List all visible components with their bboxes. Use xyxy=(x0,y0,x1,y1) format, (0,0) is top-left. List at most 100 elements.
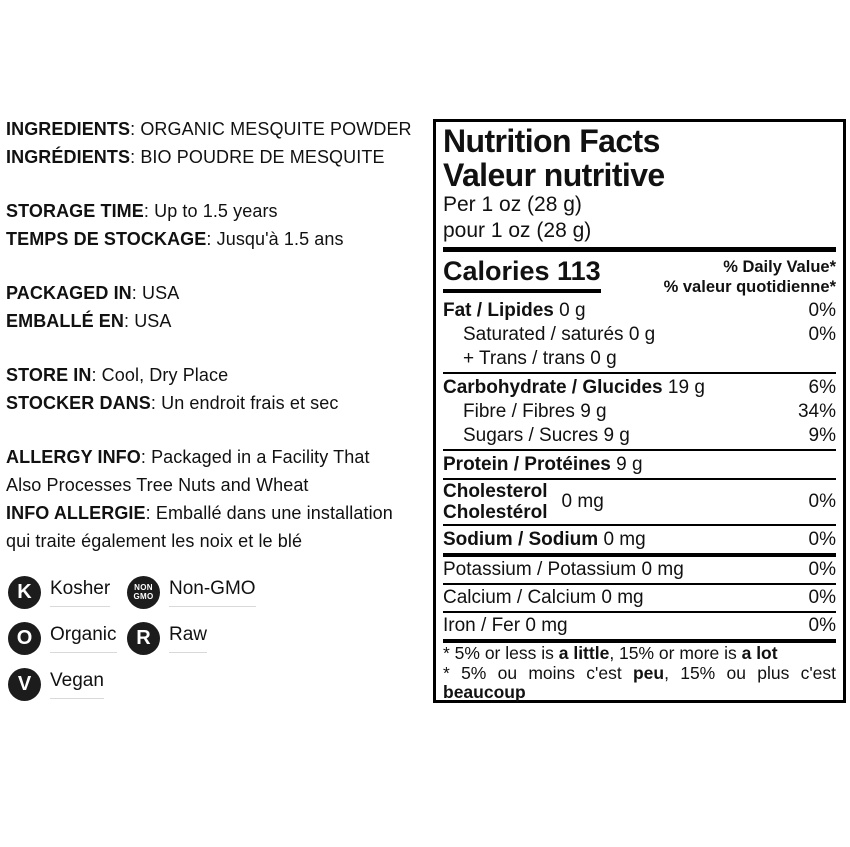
nutrient-percent: 0% xyxy=(808,587,836,608)
badge-raw: R Raw xyxy=(127,622,256,655)
nutrient-amount: 0 g xyxy=(553,300,586,321)
nutrient-percent: 0% xyxy=(808,615,836,636)
field-label: ALLERGY INFO xyxy=(6,447,141,467)
badge-organic: O Organic xyxy=(8,622,127,655)
nutrient-amount: + Trans / trans 0 g xyxy=(463,348,617,369)
badge-non-gmo-label: Non-GMO xyxy=(169,578,256,607)
field-value: : USA xyxy=(124,311,172,331)
nutrition-facts-panel: Nutrition Facts Valeur nutritive Per 1 o… xyxy=(433,119,846,703)
storage-time-section: STORAGE TIME: Up to 1.5 years TEMPS DE S… xyxy=(6,197,432,253)
nutrient-amount: 9 g xyxy=(610,454,643,475)
allergy-info-fr-line1: INFO ALLERGIE: Emballé dans une installa… xyxy=(6,499,432,527)
divider xyxy=(443,524,836,526)
storage-time-fr: TEMPS DE STOCKAGE: Jusqu'à 1.5 ans xyxy=(6,225,432,253)
nutrient-row-iron: Iron / Fer 0 mg 0% xyxy=(443,614,836,638)
nutrient-name-fr: Cholestérol xyxy=(443,502,548,523)
field-label: TEMPS DE STOCKAGE xyxy=(6,229,207,249)
nutrient-row-sodium: Sodium / Sodium 0 mg 0% xyxy=(443,527,836,552)
nutrient-amount: 19 g xyxy=(662,377,705,398)
nutrient-name: Protein / Protéines xyxy=(443,454,611,475)
divider xyxy=(443,611,836,613)
badge-vegan: V Vegan xyxy=(8,668,127,701)
panel-title-en: Nutrition Facts xyxy=(443,123,660,159)
nutrient-row-protein: Protein / Protéines 9 g xyxy=(443,452,836,477)
divider-thick-bottom xyxy=(443,639,836,643)
badge-organic-label: Organic xyxy=(50,624,117,653)
footnote-fr: * 5% ou moins c'est peu, 15% ou plus c'e… xyxy=(443,662,837,702)
nutrient-row-fibre: Fibre / Fibres 9 g 34% xyxy=(443,400,836,424)
non-gmo-icon-line1: NON xyxy=(134,583,153,592)
vegan-icon: V xyxy=(8,668,41,701)
badge-raw-label: Raw xyxy=(169,624,208,653)
field-value: : Un endroit frais et sec xyxy=(150,393,339,413)
field-label: STORE IN xyxy=(6,365,92,385)
badge-non-gmo: NON GMO Non-GMO xyxy=(127,576,256,609)
info-column: INGREDIENTS: ORGANIC MESQUITE POWDER ING… xyxy=(6,115,432,581)
footnote-en: * 5% or less is a little, 15% or more is… xyxy=(443,643,778,663)
nutrient-row-saturated: Saturated / saturés 0 g 0% xyxy=(443,323,836,347)
nutrient-percent: 6% xyxy=(808,377,836,398)
field-label: INFO ALLERGIE xyxy=(6,503,146,523)
nutrient-amount: Fibre / Fibres 9 g xyxy=(463,401,607,422)
field-value: qui traite également les noix et le blé xyxy=(6,531,303,551)
field-label: INGREDIENTS xyxy=(6,119,131,139)
field-label: EMBALLÉ EN xyxy=(6,311,124,331)
nutrient-amount: Calcium / Calcium 0 mg xyxy=(443,587,644,608)
field-value: : Packaged in a Facility That xyxy=(140,447,370,467)
allergy-info-fr-line2: qui traite également les noix et le blé xyxy=(6,527,432,555)
ingredients-en: INGREDIENTS: ORGANIC MESQUITE POWDER xyxy=(6,115,432,143)
nutrient-row-sugars: Sugars / Sucres 9 g 9% xyxy=(443,424,836,448)
divider-thick xyxy=(443,553,836,557)
nutrient-amount: Saturated / saturés 0 g xyxy=(463,324,656,345)
field-value: : ORGANIC MESQUITE POWDER xyxy=(130,119,412,139)
storage-time-en: STORAGE TIME: Up to 1.5 years xyxy=(6,197,432,225)
calories-value: Calories 113 xyxy=(443,256,601,293)
store-in-en: STORE IN: Cool, Dry Place xyxy=(6,361,432,389)
allergy-info-section: ALLERGY INFO: Packaged in a Facility Tha… xyxy=(6,443,432,555)
nutrient-amount: 0 mg xyxy=(598,529,646,550)
calories-row: Calories 113 % Daily Value* % valeur quo… xyxy=(443,256,836,298)
store-in-section: STORE IN: Cool, Dry Place STOCKER DANS: … xyxy=(6,361,432,417)
field-value: : Up to 1.5 years xyxy=(143,201,278,221)
nutrient-row-carbohydrate: Carbohydrate / Glucides 19 g 6% xyxy=(443,375,836,400)
panel-title-fr: Valeur nutritive xyxy=(443,157,665,193)
nutrient-row-potassium: Potassium / Potassium 0 mg 0% xyxy=(443,558,836,582)
nutrient-name: Carbohydrate / Glucides xyxy=(443,377,663,398)
daily-value-fr: % valeur quotidienne* xyxy=(663,278,836,296)
ingredients-section: INGREDIENTS: ORGANIC MESQUITE POWDER ING… xyxy=(6,115,432,171)
field-label: STORAGE TIME xyxy=(6,201,144,221)
non-gmo-icon: NON GMO xyxy=(127,576,160,609)
nutrient-percent: 0% xyxy=(808,491,836,512)
field-value: : USA xyxy=(131,283,180,303)
serving-size-en: Per 1 oz (28 g) xyxy=(443,193,582,216)
nutrient-name: Sodium / Sodium xyxy=(443,529,599,550)
badge-vegan-label: Vegan xyxy=(50,670,104,699)
daily-value-en: % Daily Value* xyxy=(723,258,836,276)
field-value: : Cool, Dry Place xyxy=(91,365,229,385)
packaged-in-fr: EMBALLÉ EN: USA xyxy=(6,307,432,335)
nutrient-name-en: Cholesterol xyxy=(443,481,548,502)
badge-kosher-label: Kosher xyxy=(50,578,111,607)
certification-badges: K Kosher NON GMO Non-GMO O Organic R Raw… xyxy=(8,576,256,701)
nutrient-percent: 0% xyxy=(808,300,836,321)
divider-thick-top xyxy=(443,247,836,252)
kosher-icon: K xyxy=(8,576,41,609)
store-in-fr: STOCKER DANS: Un endroit frais et sec xyxy=(6,389,432,417)
nutrient-amount: Iron / Fer 0 mg xyxy=(443,615,568,636)
non-gmo-icon-line2: GMO xyxy=(133,591,154,601)
field-value: Also Processes Tree Nuts and Wheat xyxy=(6,475,309,495)
nutrient-row-calcium: Calcium / Calcium 0 mg 0% xyxy=(443,586,836,610)
nutrient-amount: Sugars / Sucres 9 g xyxy=(463,425,630,446)
divider xyxy=(443,583,836,585)
badge-kosher: K Kosher xyxy=(8,576,127,609)
organic-icon: O xyxy=(8,622,41,655)
daily-value-header: % Daily Value* % valeur quotidienne* xyxy=(664,257,836,297)
ingredients-fr: INGRÉDIENTS: BIO POUDRE DE MESQUITE xyxy=(6,143,432,171)
nutrient-name: Fat / Lipides xyxy=(443,300,554,321)
packaged-in-en: PACKAGED IN: USA xyxy=(6,279,432,307)
nutrient-percent: 34% xyxy=(797,401,836,422)
field-label: STOCKER DANS xyxy=(6,393,151,413)
field-label: PACKAGED IN xyxy=(6,283,132,303)
raw-icon: R xyxy=(127,622,160,655)
